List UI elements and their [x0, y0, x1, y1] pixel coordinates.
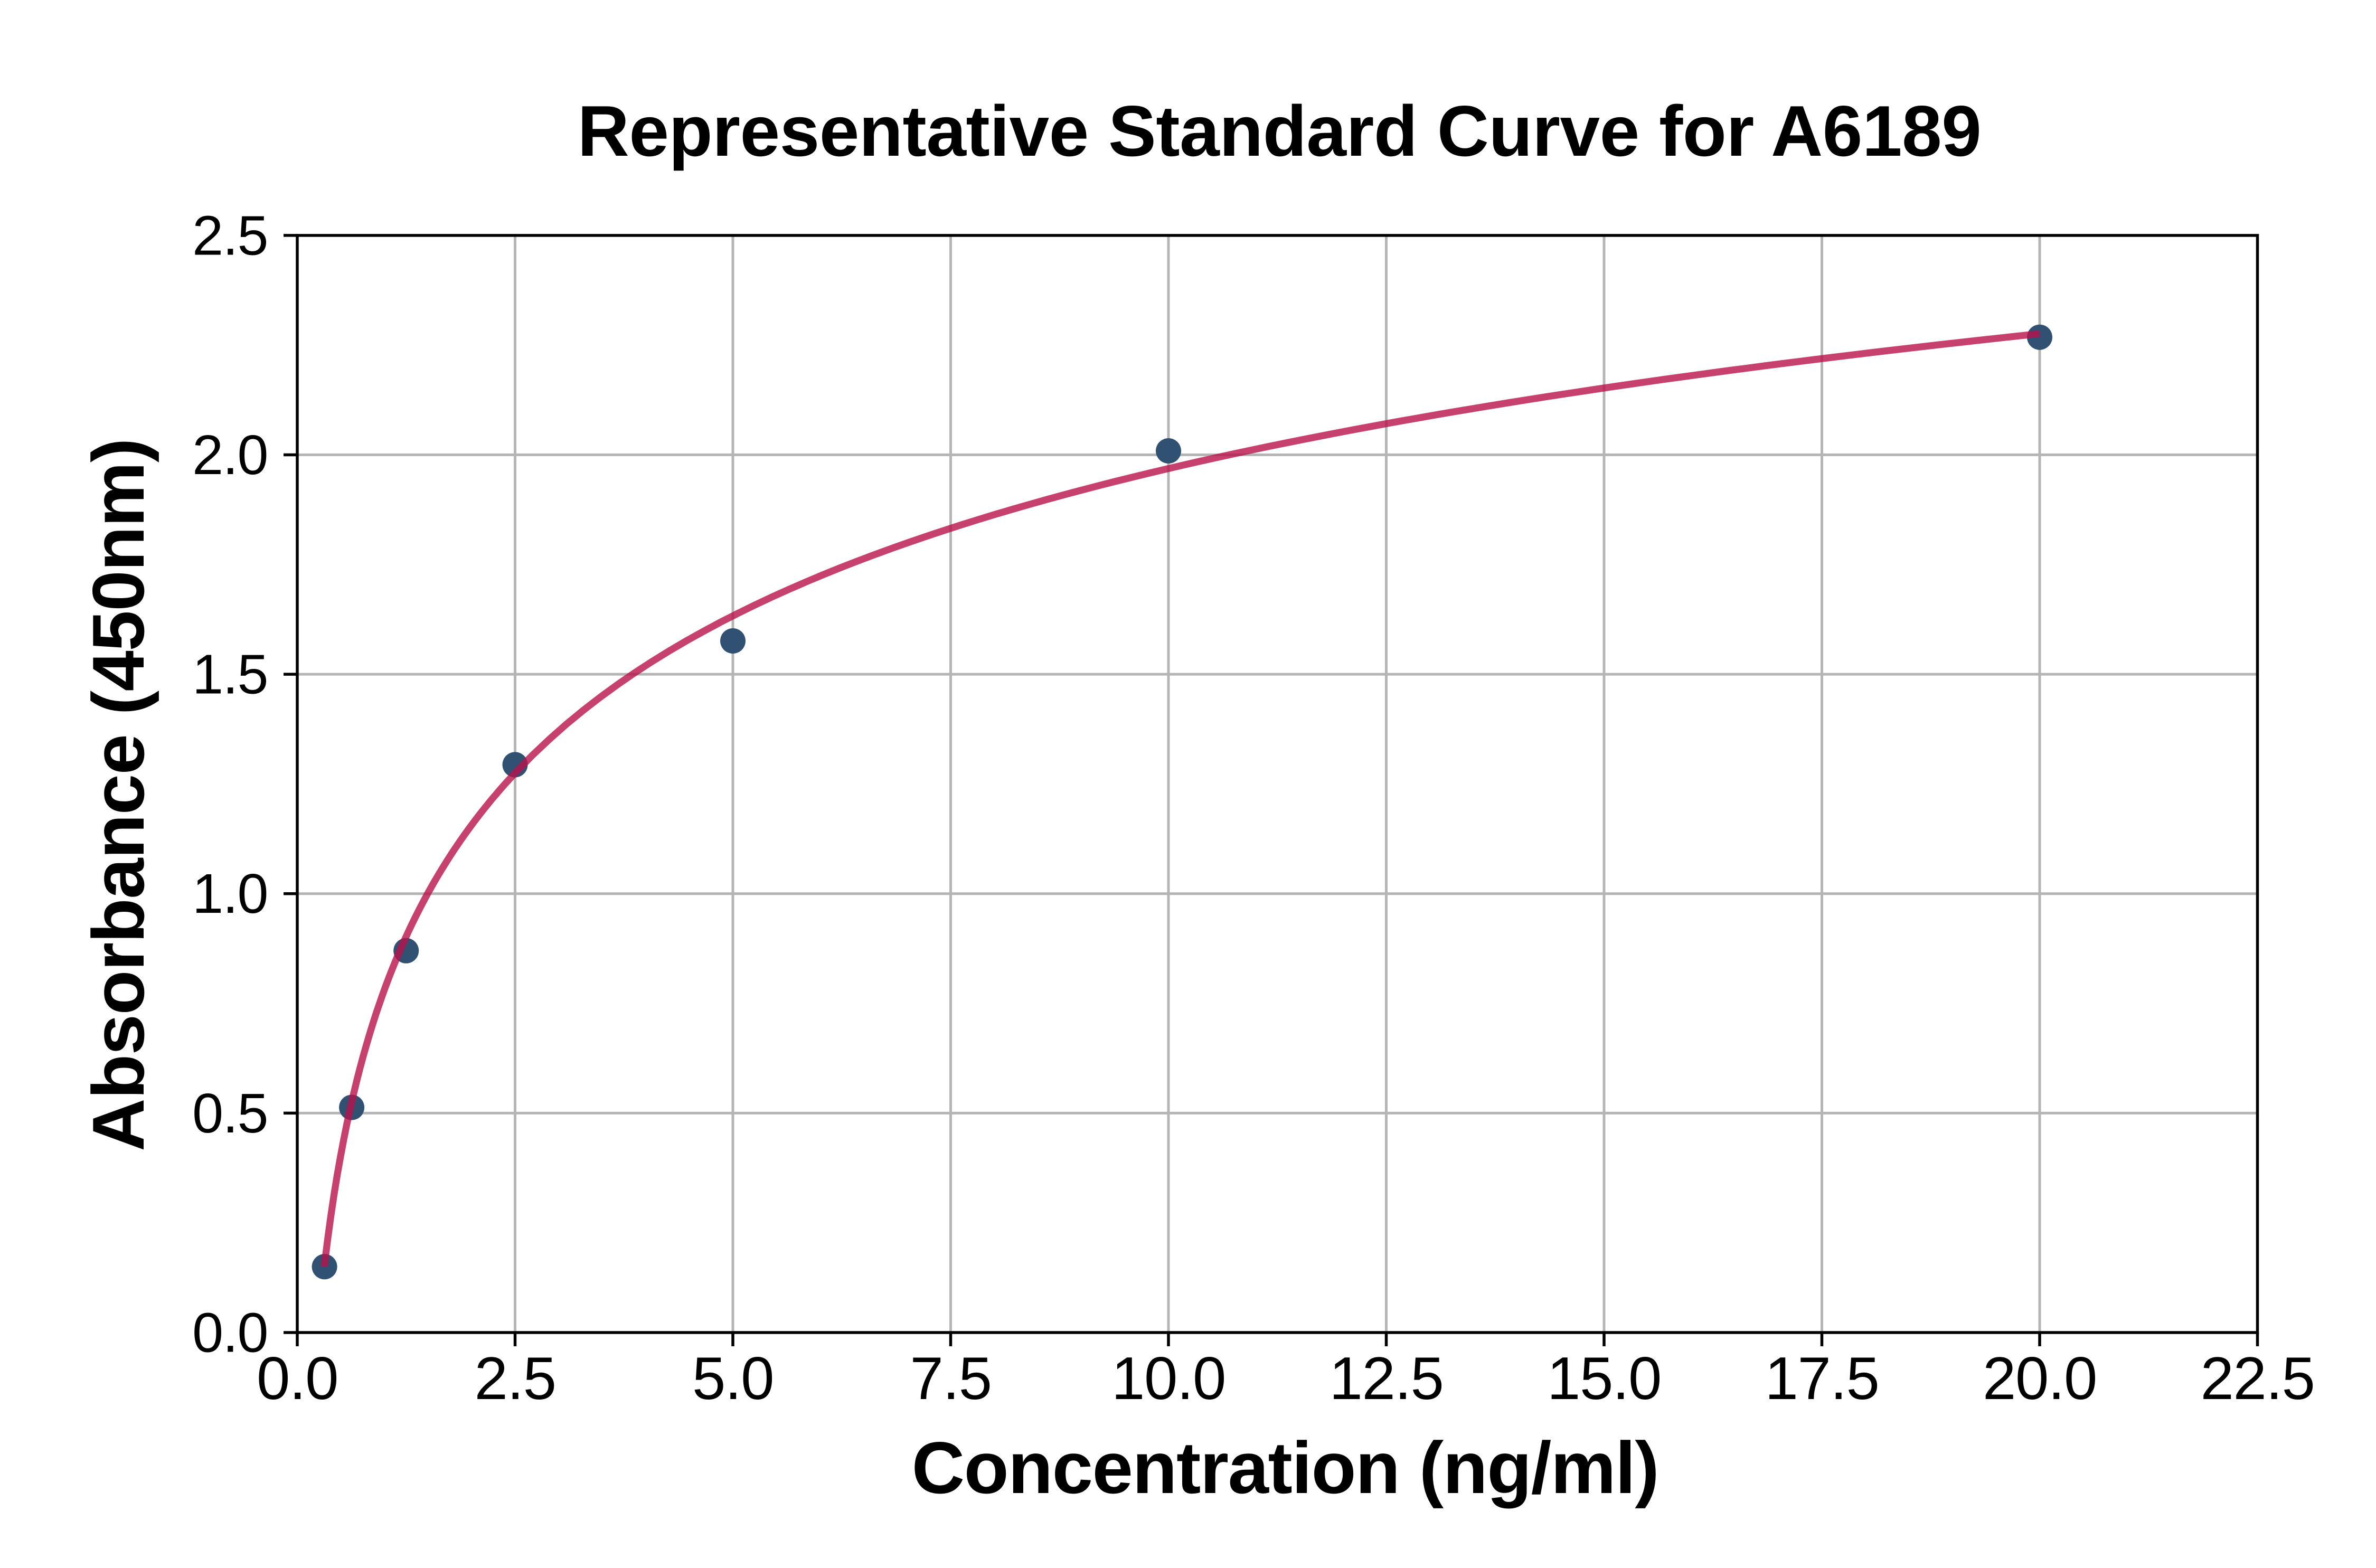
svg-text:12.5: 12.5: [1330, 1345, 1444, 1412]
svg-text:22.5: 22.5: [2201, 1345, 2315, 1412]
svg-text:Concentration (ng/ml): Concentration (ng/ml): [912, 1427, 1659, 1509]
svg-text:2.0: 2.0: [192, 424, 268, 486]
svg-text:10.0: 10.0: [1111, 1345, 1225, 1412]
svg-text:Absorbance (450nm): Absorbance (450nm): [78, 439, 159, 1151]
svg-text:5.0: 5.0: [692, 1345, 774, 1412]
svg-text:7.5: 7.5: [910, 1345, 992, 1412]
svg-text:0.5: 0.5: [192, 1082, 268, 1145]
svg-text:17.5: 17.5: [1765, 1345, 1879, 1412]
svg-text:2.5: 2.5: [475, 1345, 556, 1412]
svg-text:0.0: 0.0: [257, 1345, 338, 1412]
svg-text:15.0: 15.0: [1547, 1345, 1661, 1412]
svg-text:1.5: 1.5: [192, 644, 268, 706]
svg-text:0.0: 0.0: [192, 1302, 268, 1364]
svg-text:Representative Standard Curve: Representative Standard Curve for A6189: [578, 91, 1982, 171]
svg-text:1.0: 1.0: [192, 863, 268, 925]
svg-text:2.5: 2.5: [192, 204, 268, 267]
svg-text:20.0: 20.0: [1983, 1345, 2097, 1412]
